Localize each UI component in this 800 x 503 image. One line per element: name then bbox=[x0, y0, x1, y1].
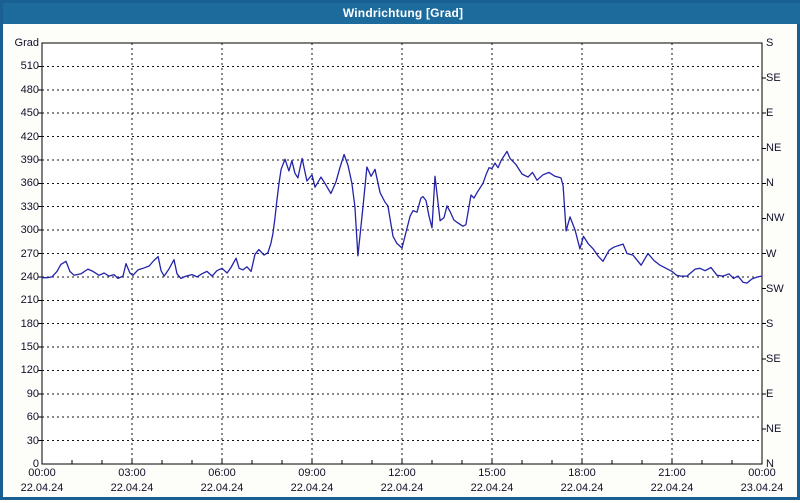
x-axis-date-label: 22.04.24 bbox=[110, 482, 154, 494]
compass-label-nw: NW bbox=[766, 212, 785, 225]
compass-label-ne: NE bbox=[766, 422, 782, 435]
compass-label-e: E bbox=[766, 107, 774, 120]
y-axis-degree-label: 300 bbox=[20, 224, 39, 237]
x-axis-date-label: 22.04.24 bbox=[380, 482, 424, 494]
y-axis-degree-label: 90 bbox=[26, 387, 39, 400]
x-axis-time-label: 06:00 bbox=[208, 467, 236, 479]
wind-direction-plot bbox=[38, 42, 766, 465]
y-axis-degree-label: 270 bbox=[20, 247, 39, 260]
window-title: Windrichtung [Grad] bbox=[3, 3, 800, 24]
x-axis-time-label: 09:00 bbox=[298, 467, 326, 479]
x-axis-time-label: 12:00 bbox=[388, 467, 416, 479]
y-axis-degree-label: 180 bbox=[20, 317, 39, 330]
y-axis-degree-label: 480 bbox=[20, 83, 39, 96]
y-axis-degree-label: 390 bbox=[20, 153, 39, 166]
compass-label-n: N bbox=[766, 177, 774, 190]
compass-label-w: W bbox=[766, 247, 777, 260]
y-axis-degree-label: 30 bbox=[26, 434, 39, 447]
y-axis-degree-label: 240 bbox=[20, 270, 39, 283]
x-axis-date-label: 22.04.24 bbox=[290, 482, 334, 494]
y-axis-degree-label: 0 bbox=[32, 458, 39, 470]
compass-label-ne: NE bbox=[766, 142, 782, 155]
x-axis-time-label: 00:00 bbox=[28, 467, 56, 479]
x-axis-date-label: 22.04.24 bbox=[200, 482, 244, 494]
compass-label-n: N bbox=[766, 458, 774, 470]
y-axis-degree-label: 510 bbox=[20, 60, 39, 73]
x-axis-date-label: 22.04.24 bbox=[470, 482, 514, 494]
x-axis-date-label: 22.04.24 bbox=[650, 482, 694, 494]
compass-label-s: S bbox=[766, 317, 774, 330]
x-axis-time-label: 15:00 bbox=[478, 467, 506, 479]
y-axis-degree-label: 330 bbox=[20, 200, 39, 213]
x-axis-time-label: 00:00 bbox=[748, 467, 776, 479]
compass-label-se: SE bbox=[766, 352, 781, 365]
y-axis-degree-label: 450 bbox=[20, 107, 39, 120]
compass-label-sw: SW bbox=[766, 282, 784, 295]
x-axis-date-label: 22.04.24 bbox=[560, 482, 604, 494]
y-axis-degree-label: 60 bbox=[26, 411, 39, 424]
compass-label-e: E bbox=[766, 387, 774, 400]
y-axis-degree-label: 150 bbox=[20, 341, 39, 354]
x-axis-time-label: 03:00 bbox=[118, 467, 146, 479]
y-axis-unit-label: Grad bbox=[14, 37, 39, 49]
y-axis-degree-label: 120 bbox=[20, 364, 39, 377]
compass-label-s: S bbox=[766, 37, 774, 49]
y-axis-degree-label: 420 bbox=[20, 130, 39, 143]
x-axis-date-label: 22.04.24 bbox=[20, 482, 64, 494]
x-axis-date-label: 23.04.24 bbox=[740, 482, 784, 494]
y-axis-degree-label: 360 bbox=[20, 177, 39, 190]
x-axis-time-label: 18:00 bbox=[568, 467, 596, 479]
compass-label-se: SE bbox=[766, 72, 781, 85]
x-axis-time-label: 21:00 bbox=[658, 467, 686, 479]
y-axis-degree-label: 210 bbox=[20, 294, 39, 307]
